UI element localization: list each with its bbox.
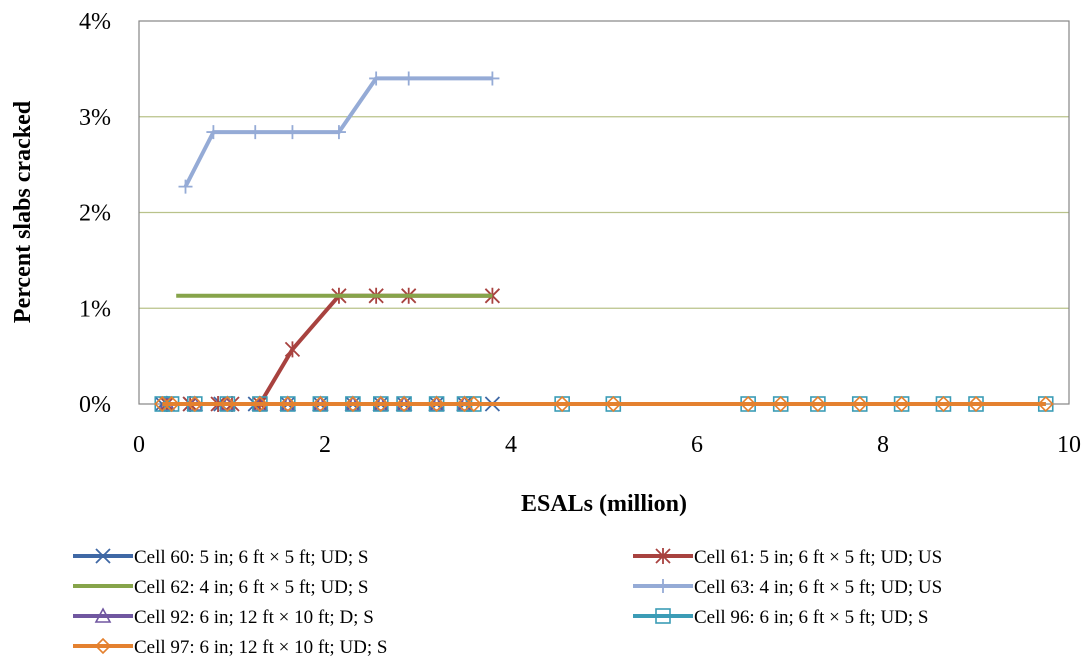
- data-point: [967, 395, 985, 413]
- data-point: [372, 395, 389, 413]
- legend-label: Cell 92: 6 in; 12 ft × 10 ft; D; S: [134, 607, 374, 628]
- data-point: [401, 71, 416, 86]
- legend-label: Cell 61: 5 in; 6 ft × 5 ft; UD; US: [694, 547, 942, 568]
- x-tick-label: 0: [133, 432, 145, 458]
- legend-entry: Cell 61: 5 in; 6 ft × 5 ft; UD; US: [633, 547, 942, 568]
- data-point: [935, 395, 952, 413]
- y-tick-label: 3%: [79, 105, 111, 131]
- legend-marker: [655, 548, 671, 564]
- series-layer: [154, 71, 1054, 413]
- data-point: [279, 395, 296, 413]
- series-6: [154, 395, 1054, 413]
- y-tick-label: 1%: [79, 296, 111, 322]
- data-point: [554, 395, 571, 413]
- data-point: [465, 395, 482, 413]
- data-point: [428, 395, 445, 413]
- x-tick-label: 10: [1057, 432, 1081, 458]
- x-tick-label: 6: [691, 432, 703, 458]
- x-tick-label: 8: [877, 432, 889, 458]
- data-point: [369, 71, 384, 86]
- legend-label: Cell 96: 6 in; 6 ft × 5 ft; UD; S: [694, 607, 929, 628]
- data-point: [851, 395, 868, 413]
- data-point: [206, 125, 221, 140]
- legend-entry: Cell 60: 5 in; 6 ft × 5 ft; UD; S: [73, 547, 369, 568]
- y-axis-title: Percent slabs cracked: [10, 100, 36, 323]
- legend-label: Cell 97: 6 in; 12 ft × 10 ft; UD; S: [134, 637, 388, 658]
- data-point: [251, 395, 269, 413]
- x-axis-ticks: 0 2 4 6 8 10: [133, 432, 1081, 458]
- x-tick-label: 4: [505, 432, 517, 458]
- data-point: [163, 395, 180, 413]
- data-point: [344, 395, 362, 413]
- data-point: [285, 125, 300, 140]
- gridlines: [139, 116, 1069, 309]
- legend-entry: Cell 92: 6 in; 12 ft × 10 ft; D; S: [73, 607, 374, 628]
- data-point: [605, 395, 622, 413]
- data-point: [893, 395, 910, 413]
- data-point: [186, 395, 203, 413]
- legend-marker: [95, 548, 111, 564]
- data-point: [284, 341, 301, 358]
- x-axis-title: ESALs (million): [521, 491, 687, 517]
- legend-marker: [655, 608, 671, 624]
- series-3: [178, 71, 500, 194]
- data-point: [178, 179, 193, 194]
- legend-marker: [656, 579, 670, 593]
- y-tick-label: 0%: [79, 392, 111, 418]
- data-point: [485, 71, 500, 86]
- legend-entry: Cell 96: 6 in; 6 ft × 5 ft; UD; S: [633, 607, 929, 628]
- legend: Cell 60: 5 in; 6 ft × 5 ft; UD; S Cell 61…: [73, 547, 942, 658]
- data-point: [331, 125, 346, 140]
- legend-entry: Cell 97: 6 in; 12 ft × 10 ft; UD; S: [73, 637, 388, 658]
- data-point: [1037, 395, 1054, 413]
- legend-marker: [94, 607, 112, 623]
- data-point: [219, 395, 236, 413]
- legend-marker: [94, 637, 112, 655]
- y-tick-label: 2%: [79, 201, 111, 227]
- y-axis-ticks: 0% 1% 2% 3% 4%: [79, 9, 111, 418]
- legend-label: Cell 60: 5 in; 6 ft × 5 ft; UD; S: [134, 547, 369, 568]
- data-point: [395, 395, 413, 413]
- x-tick-label: 2: [319, 432, 331, 458]
- legend-label: Cell 62: 4 in; 6 ft × 5 ft; UD; S: [134, 577, 369, 598]
- data-point: [772, 395, 789, 413]
- data-point: [809, 395, 827, 413]
- legend-entry: Cell 63: 4 in; 6 ft × 5 ft; UD; US: [633, 577, 942, 598]
- legend-entry: Cell 62: 4 in; 6 ft × 5 ft; UD; S: [73, 577, 369, 598]
- data-point: [740, 395, 757, 413]
- data-point: [248, 125, 263, 140]
- data-point: [312, 395, 329, 413]
- legend-label: Cell 63: 4 in; 6 ft × 5 ft; UD; US: [694, 577, 942, 598]
- y-tick-label: 4%: [79, 9, 111, 35]
